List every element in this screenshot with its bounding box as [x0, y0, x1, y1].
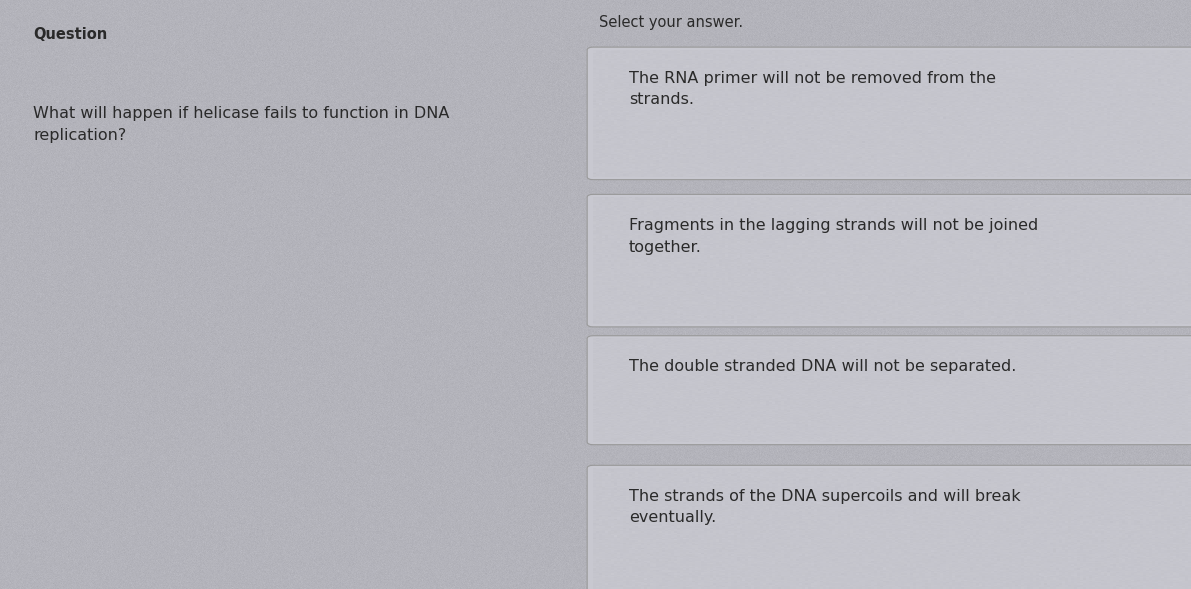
- FancyBboxPatch shape: [587, 465, 1191, 589]
- FancyBboxPatch shape: [587, 336, 1191, 445]
- FancyBboxPatch shape: [587, 194, 1191, 327]
- Text: The RNA primer will not be removed from the
strands.: The RNA primer will not be removed from …: [629, 71, 996, 107]
- FancyBboxPatch shape: [587, 47, 1191, 180]
- Text: Fragments in the lagging strands will not be joined
together.: Fragments in the lagging strands will no…: [629, 218, 1039, 254]
- Text: Select your answer.: Select your answer.: [599, 15, 743, 29]
- Text: The double stranded DNA will not be separated.: The double stranded DNA will not be sepa…: [629, 359, 1016, 374]
- Text: The strands of the DNA supercoils and will break
eventually.: The strands of the DNA supercoils and wi…: [629, 489, 1021, 525]
- Text: Question: Question: [33, 27, 107, 41]
- Text: What will happen if helicase fails to function in DNA
replication?: What will happen if helicase fails to fu…: [33, 106, 450, 143]
